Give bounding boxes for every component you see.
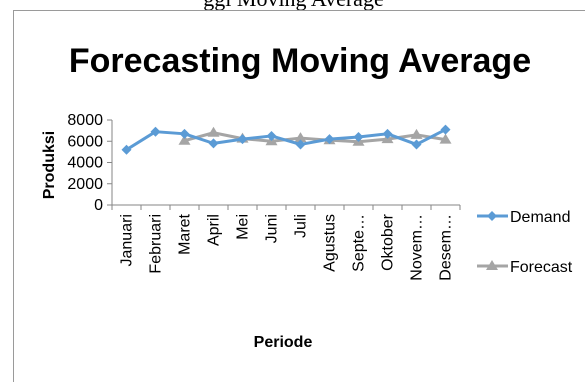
- series-layer: [121, 124, 452, 155]
- x-category-label: Januari: [119, 214, 136, 266]
- data-point: [295, 139, 306, 150]
- legend-label: Demand: [510, 209, 570, 226]
- x-category-label: Maret: [177, 213, 194, 254]
- axes: [111, 120, 461, 210]
- y-tick-label: 4000: [67, 155, 103, 172]
- data-point: [207, 126, 220, 137]
- x-category-label: Novem…: [409, 214, 426, 281]
- x-category-label: Februari: [148, 214, 165, 274]
- data-point: [439, 133, 452, 144]
- chart-title: Forecasting Moving Average: [69, 42, 531, 80]
- x-category-label: Septe…: [351, 214, 368, 272]
- y-tick-label: 2000: [67, 176, 103, 193]
- series-demand: [121, 124, 451, 155]
- x-category-label: Desem…: [438, 214, 455, 281]
- data-point: [121, 144, 132, 155]
- data-point: [178, 134, 191, 145]
- data-point: [353, 132, 364, 142]
- x-category-label: Agustus: [322, 214, 339, 272]
- data-point: [208, 138, 219, 149]
- x-category-label: Mei: [235, 214, 252, 240]
- x-category-label: Juni: [264, 214, 281, 243]
- series-line: [125, 128, 447, 152]
- x-category-label: Oktober: [380, 213, 397, 271]
- x-category-label: Juli: [293, 214, 310, 238]
- data-point: [382, 128, 393, 139]
- data-point: [324, 134, 335, 145]
- data-point: [179, 128, 190, 139]
- data-point: [237, 134, 248, 145]
- legend-label: Forecast: [510, 259, 573, 276]
- data-point: [411, 139, 422, 150]
- data-point: [266, 130, 277, 141]
- data-point: [150, 126, 161, 137]
- cropped-page-text: ggi Moving Average: [0, 0, 587, 12]
- data-point: [294, 132, 307, 143]
- series-line: [184, 131, 446, 144]
- x-category-labels: Januari Februari Maret April Mei Juni Juli Agus…: [119, 213, 455, 280]
- y-tick-label: 8000: [67, 112, 103, 129]
- data-point: [440, 124, 451, 135]
- legend: Demand Forecast: [477, 209, 573, 276]
- y-tick-label: 6000: [67, 133, 103, 150]
- y-axis-title: Produksi: [41, 131, 58, 199]
- chart-border: [13, 10, 585, 382]
- legend-marker: [487, 211, 497, 221]
- y-tick-labels: 0 2000 4000 6000 8000: [67, 112, 112, 214]
- data-point: [410, 128, 423, 139]
- legend-marker: [486, 260, 498, 270]
- x-axis-title: Periode: [254, 334, 313, 351]
- y-tick-label: 0: [94, 197, 103, 214]
- x-category-label: April: [206, 214, 223, 246]
